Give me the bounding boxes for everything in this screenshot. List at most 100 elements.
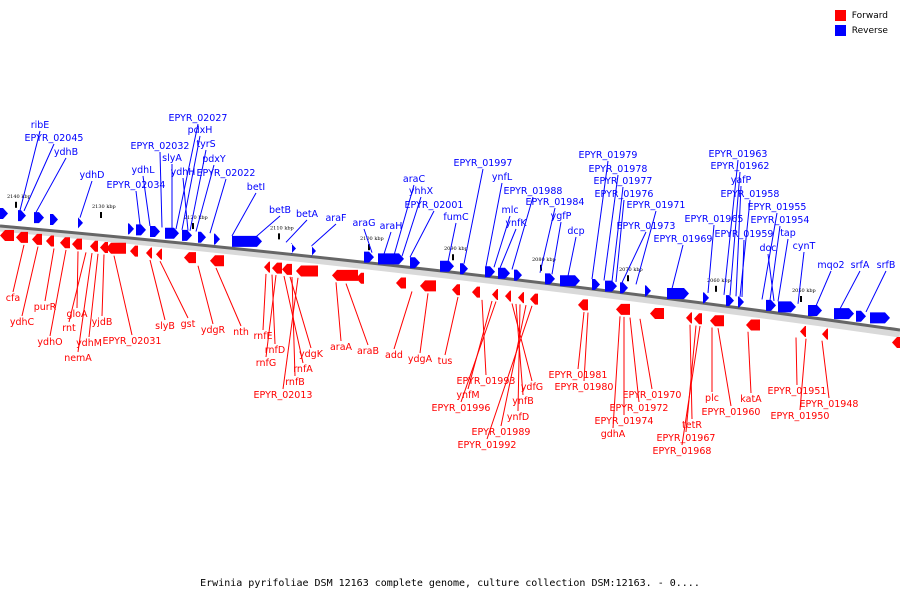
- reverse-swatch: [834, 25, 846, 36]
- leader-line: [113, 255, 133, 336]
- gene-label: ynfB: [512, 396, 534, 407]
- leader-line: [76, 251, 79, 309]
- gene-label: EPYR_02001: [405, 200, 464, 211]
- gene-label: rnfB: [285, 377, 305, 388]
- leader-line: [735, 185, 742, 297]
- leader-line: [363, 228, 373, 253]
- leader-line: [335, 282, 342, 342]
- leader-line: [486, 305, 533, 440]
- gene-arrow: [130, 245, 138, 257]
- tick-label: 2130 kbp: [92, 204, 116, 210]
- leader-line: [88, 253, 99, 338]
- gene-arrow: [214, 233, 220, 245]
- gene-arrow: [778, 301, 796, 313]
- gene-label: araH: [380, 221, 403, 232]
- tick-label: 2110 kbp: [270, 225, 294, 231]
- leader-line: [447, 222, 457, 262]
- gene-label: EPYR_01992: [458, 440, 517, 451]
- leader-line: [539, 207, 556, 273]
- gene-label: ygfP: [551, 211, 572, 222]
- gene-label: EPYR_02045: [25, 133, 84, 144]
- gene-label: gloA: [67, 309, 88, 320]
- gene-arrow: [505, 290, 511, 302]
- leader-line: [23, 143, 55, 212]
- gene-label: EPYR_02022: [197, 168, 256, 179]
- gene-label: EPYR_01968: [653, 446, 712, 457]
- gene-label: ydhC: [10, 317, 35, 328]
- gene-label: srfB: [877, 260, 896, 271]
- gene-label: EPYR_01972: [610, 403, 669, 414]
- leader-line: [493, 215, 511, 268]
- gene-label: araC: [403, 174, 426, 185]
- gene-arrow: [498, 267, 510, 279]
- gene-label: ydhO: [37, 337, 62, 348]
- gene-arrow: [232, 235, 262, 247]
- gene-arrow: [78, 217, 83, 229]
- leader-line: [12, 244, 25, 293]
- legend: Forward Reverse: [834, 8, 888, 38]
- gene-label: ydhH: [171, 167, 196, 178]
- leader-line: [567, 236, 577, 277]
- leader-line: [175, 123, 199, 230]
- gene-label: ynfM: [456, 390, 479, 401]
- gene-label: EPYR_02027: [169, 113, 228, 124]
- gene-arrow: [18, 210, 26, 222]
- leader-line: [671, 244, 684, 289]
- gene-label: cynT: [793, 241, 816, 252]
- leader-line: [467, 300, 493, 390]
- leader-line: [821, 340, 830, 399]
- leader-line: [311, 223, 337, 246]
- gene-label: EPYR_01979: [579, 150, 638, 161]
- tick-label: 2060 kbp: [707, 278, 731, 284]
- tick-mark: [800, 296, 802, 302]
- leader-line: [815, 270, 832, 307]
- gene-label: EPYR_01993: [457, 376, 516, 387]
- leader-line: [621, 231, 647, 283]
- gene-arrow: [605, 280, 617, 292]
- leader-line: [182, 177, 189, 231]
- gene-arrow: [0, 208, 8, 219]
- gene-label: rnfA: [293, 364, 313, 375]
- gene-arrow: [620, 282, 628, 294]
- forward-swatch: [834, 10, 846, 21]
- gene-label: EPYR_01996: [432, 403, 491, 414]
- gene-arrow: [156, 248, 162, 260]
- leader-line: [463, 168, 484, 264]
- leader-line: [409, 210, 435, 258]
- gene-arrow: [892, 337, 900, 349]
- gene-arrow: [870, 312, 890, 324]
- gene-label: ydgK: [299, 349, 324, 360]
- gene-label: ydfG: [521, 382, 543, 393]
- gene-label: EPYR_01984: [526, 197, 585, 208]
- gene-label: araF: [325, 213, 346, 224]
- map-caption: Erwinia pyrifoliae DSM 12163 complete ge…: [200, 578, 700, 589]
- gene-arrow: [90, 240, 98, 252]
- gene-arrow: [272, 262, 282, 274]
- gene-arrow: [645, 285, 651, 297]
- gene-arrow: [452, 284, 460, 296]
- gene-arrow: [592, 279, 600, 291]
- gene-arrow: [356, 272, 364, 284]
- gene-arrow: [165, 227, 179, 239]
- leader-line: [729, 171, 741, 296]
- leader-line: [639, 318, 653, 390]
- leader-line: [291, 277, 296, 377]
- gene-label: purR: [34, 302, 57, 313]
- gene-label: ydgA: [408, 354, 433, 365]
- gene-label: mqo2: [817, 260, 844, 271]
- gene-label: EPYR_01963: [709, 149, 768, 160]
- gene-label: yjdB: [92, 317, 113, 328]
- gene-label: slyA: [162, 153, 182, 164]
- gene-label: rnt: [62, 323, 76, 334]
- gene-label: EPYR_01965: [685, 214, 744, 225]
- gene-arrow: [710, 315, 724, 327]
- gene-label: EPYR_02032: [131, 141, 190, 152]
- tick-label: 2090 kbp: [444, 246, 468, 252]
- leader-line: [460, 301, 497, 403]
- gene-arrow: [311, 245, 316, 257]
- gene-label: araB: [357, 346, 379, 357]
- gene-arrow: [518, 292, 524, 304]
- gene-label: srfA: [851, 260, 870, 271]
- leader-line: [685, 325, 697, 433]
- leader-line: [767, 253, 775, 301]
